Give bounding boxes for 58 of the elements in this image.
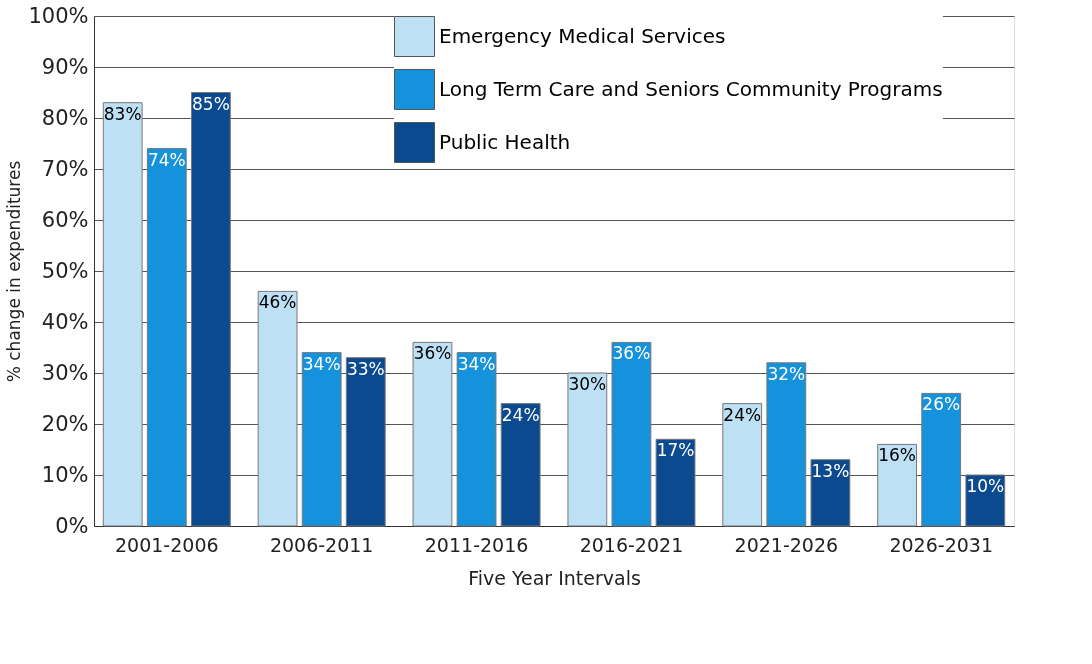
bar [965,474,1006,527]
data-label: 33% [346,358,385,379]
legend-label: Emergency Medical Services [439,23,726,48]
data-label: 34% [457,353,496,374]
bar [190,92,231,527]
y-tick-label: 60% [41,207,89,232]
bar [102,102,143,527]
y-tick-label: 40% [41,309,89,334]
bar [877,443,918,527]
x-tick-label: 2001-2006 [115,533,219,556]
x-tick-label: 2021-2026 [734,533,839,556]
y-tick-label: 50% [41,258,89,283]
y-tick-label: 10% [41,462,89,487]
bar [257,290,298,527]
bar [766,362,807,527]
bar [456,352,497,527]
bar [611,341,652,527]
data-label: 17% [656,440,695,461]
data-label: 36% [413,343,452,364]
data-label: 26% [922,394,961,415]
data-label: 36% [612,343,651,364]
bar [500,403,541,527]
data-label: 16% [878,445,917,466]
bar [412,341,453,527]
y-tick-label: 20% [41,411,89,436]
x-tick-label: 2026-2031 [889,533,993,556]
y-tick-label: 70% [41,156,89,181]
bar [655,438,696,527]
legend-label: Public Health [439,129,571,154]
data-label: 34% [302,353,341,374]
data-label: 10% [966,476,1005,496]
bar [146,148,187,527]
x-tick-label: 2011-2016 [424,533,529,556]
bar [345,357,386,527]
y-tick-label: 0% [55,513,89,538]
data-label: 83% [103,103,142,124]
x-tick-label: 2016-2021 [579,533,684,556]
legend-label: Long Term Care and Seniors Community Programs [439,76,943,101]
y-tick-label: 100% [28,3,89,28]
data-label: 13% [811,460,850,481]
bar [722,403,763,527]
y-tick-label: 30% [41,360,89,385]
y-tick-label: 80% [41,105,89,130]
x-axis-title: Five Year Intervals [468,566,641,589]
data-label: 30% [568,374,607,394]
data-label: 85% [191,93,230,114]
bar [301,352,342,527]
bar [567,372,608,527]
bar [810,459,851,527]
y-tick-label: 90% [41,54,89,79]
data-label: 24% [501,404,540,425]
bar [921,392,962,527]
y-axis-title: % change in expenditures [4,160,25,383]
data-label: 32% [767,363,806,384]
x-tick-label: 2006-2011 [269,533,374,556]
data-label: 46% [258,292,297,313]
data-label: 74% [147,149,186,170]
data-label: 24% [723,404,762,425]
